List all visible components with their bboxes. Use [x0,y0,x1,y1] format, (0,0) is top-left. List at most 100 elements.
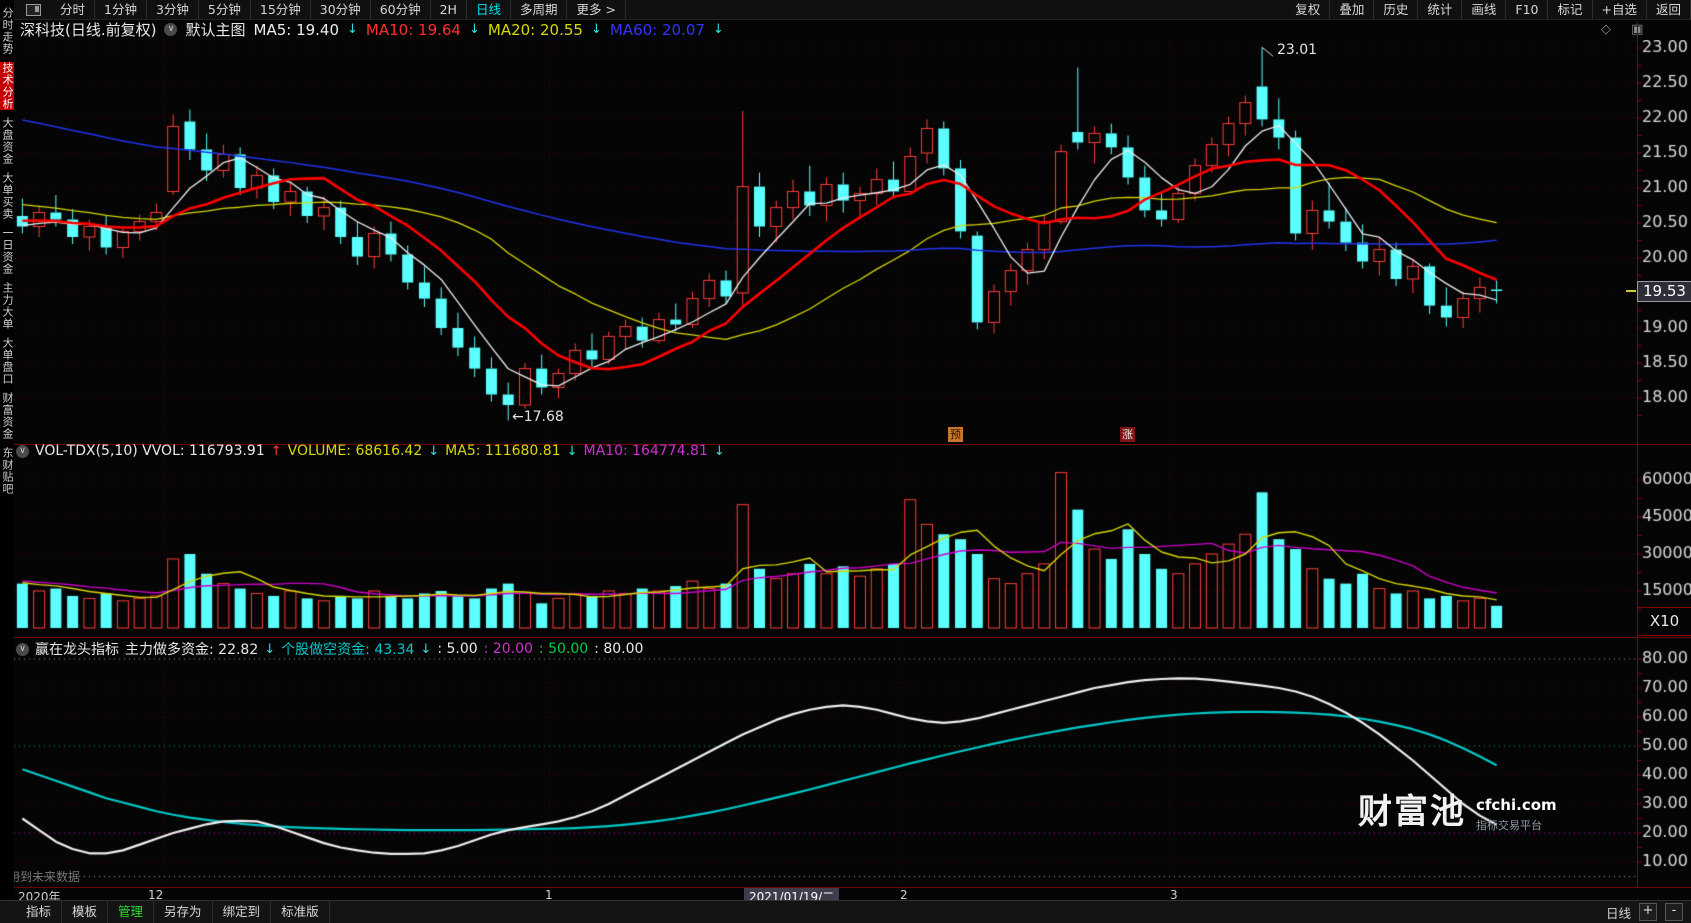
time-label-feb: 2 [900,888,908,902]
sidebar-item-dapanzijin[interactable]: 大盘资金 [1,117,14,165]
tab-more[interactable]: 更多 > [567,0,626,19]
tool-f10[interactable]: F10 [1506,0,1549,19]
signal-badge-zhang[interactable]: 涨 [1120,427,1135,442]
ma20-down-arrow-icon: ↓ [590,22,602,37]
vvol-up-arrow-icon: ↑ [270,443,282,459]
time-label-dec: 12 [148,888,164,902]
vol-ma5-down-arrow-icon: ↓ [566,443,578,459]
bottom-period-label: 日线 [1605,905,1631,921]
tab-2h[interactable]: 2H [431,0,467,19]
short-down-arrow-icon: ↓ [420,641,432,657]
ma10-value: MA10: 19.64 [365,20,461,39]
ma5-down-arrow-icon: ↓ [347,22,358,37]
threshold-80: : 80.00 [594,641,644,657]
indicator-chart[interactable] [0,637,1691,887]
indicator-title: 赢在龙头指标 [35,642,119,658]
main-candlestick-chart[interactable] [0,40,1691,444]
vol-ma10-down-arrow-icon: ↓ [713,443,725,459]
sidebar-item-jishufenxi[interactable]: 技术分析 [0,62,14,110]
vol-title: VOL-TDX(5,10) VVOL: 116793.91 [35,443,265,459]
vol-volume-value: VOLUME: 68616.42 [287,443,423,459]
volume-panel-header: ∨ VOL-TDX(5,10) VVOL: 116793.91 ↑ VOLUME:… [16,443,725,459]
tab-60min[interactable]: 60分钟 [371,0,431,19]
watermark-brand: 财富池 [1358,792,1466,832]
bottom-tab-manage[interactable]: 管理 [108,901,155,923]
threshold-5: : 5.00 [437,641,478,657]
ma60-value: MA60: 20.07 [609,20,705,39]
volume-down-arrow-icon: ↓ [428,443,440,459]
tool-history[interactable]: 历史 [1374,0,1419,19]
tab-multi-period[interactable]: 多周期 [511,0,568,19]
panel-separator [0,637,1691,638]
threshold-50: : 50.00 [538,641,589,657]
low-annotation: ←17.68 [512,409,564,425]
tab-5min[interactable]: 5分钟 [199,0,251,19]
watermark: 财富池 cfchi.com 指标交易平台 [1358,792,1557,833]
last-price-tick [1626,290,1636,292]
tool-overlay[interactable]: 叠加 [1330,0,1375,19]
bottom-tab-bind[interactable]: 绑定到 [213,901,272,923]
sidebar-item-dadanmaimai[interactable]: 大单买卖 [1,172,14,220]
ma60-down-arrow-icon: ↓ [712,22,724,37]
collapse-volume-icon[interactable]: ∨ [16,444,29,458]
ma20-value: MA20: 20.55 [487,20,583,39]
volume-unit-label: X10 [1637,607,1691,636]
future-data-note: 用到未来数据 [8,870,81,884]
sidebar-item-dadanpankou[interactable]: 大单盘口 [1,337,14,385]
symbol-title: 深科技(日线.前复权) [20,21,157,39]
ma10-down-arrow-icon: ↓ [468,22,480,37]
tool-mark[interactable]: 标记 [1548,0,1593,19]
bottom-tab-standard[interactable]: 标准版 [271,901,330,923]
window-icon[interactable] [26,3,41,16]
sidebar-item-yirizijin[interactable]: 一日资金 [1,227,14,275]
zoom-out-button[interactable]: - [1665,903,1683,921]
sidebar-item-zhulidadan[interactable]: 主力大单 [1,282,14,330]
collapse-main-icon[interactable]: ∨ [164,23,178,36]
tab-3min[interactable]: 3分钟 [147,0,199,19]
sidebar-item-caifuzijin[interactable]: 财富资金 [1,392,14,440]
current-price-badge: 19.53 [1637,281,1691,302]
watermark-domain: cfchi.com [1476,796,1557,814]
tool-drawline[interactable]: 画线 [1462,0,1507,19]
ma5-value: MA5: 19.40 [253,20,340,39]
tool-fuquan[interactable]: 复权 [1286,0,1331,19]
panel-separator [0,887,1691,888]
tab-1min[interactable]: 1分钟 [95,0,147,19]
title-corner-icons[interactable]: ◇ ▣ [1601,22,1652,37]
collapse-indicator-icon[interactable]: ∨ [16,642,29,656]
tab-15min[interactable]: 15分钟 [251,0,311,19]
toolbar-spacer [626,0,1286,19]
watermark-tagline: 指标交易平台 [1476,819,1542,832]
tool-add-watchlist[interactable]: +自选 [1593,0,1647,19]
tool-stats[interactable]: 统计 [1418,0,1463,19]
bottom-tab-saveas[interactable]: 另存为 [154,901,213,923]
zoom-in-button[interactable]: + [1639,903,1657,921]
tab-daily[interactable]: 日线 [467,0,511,19]
tool-back[interactable]: 返回 [1647,0,1691,19]
short-fund-value: 个股做空资金: 43.34 [281,642,415,658]
price-axis-line [1637,22,1638,888]
high-annotation: 23.01 [1277,42,1318,58]
tab-30min[interactable]: 30分钟 [311,0,371,19]
time-label-jan: 1 [545,888,553,902]
left-sidebar: 分时走势 技术分析 大盘资金 大单买卖 一日资金 主力大单 大单盘口 财富资金 … [0,0,14,898]
long-down-arrow-icon: ↓ [264,641,276,657]
volume-chart[interactable] [0,444,1691,637]
indicator-panel-header: ∨ 赢在龙头指标 主力做多资金: 22.82 ↓ 个股做空资金: 43.34 ↓ :… [16,639,643,659]
bottom-tab-indicator[interactable]: 指标 [16,901,63,923]
chart-title-row: 深科技(日线.前复权) ∨ 默认主图 MA5: 19.40 ↓ MA10: 19.… [14,19,1691,40]
signal-badge-yu[interactable]: 预 [948,427,963,442]
time-axis: 2020年 12 1 2021/01/19/二 2 3 [0,888,1691,905]
vol-ma10-value: MA10: 164774.81 [583,443,708,459]
threshold-20: : 20.00 [483,641,533,657]
tab-fenshi[interactable]: 分时 [51,0,96,19]
long-fund-value: 主力做多资金: 22.82 [125,642,259,658]
panel-separator [0,444,1691,445]
bottom-toolbar: 指标 模板 管理 另存为 绑定到 标准版 日线 + - [0,900,1691,923]
bottom-tab-template[interactable]: 模板 [62,901,109,923]
sidebar-item-dongcaitieba[interactable]: 东财贴吧 [1,447,14,495]
time-label-mar: 3 [1170,888,1178,902]
main-overlay-label[interactable]: 默认主图 [185,21,246,39]
sidebar-item-fenshizoushi[interactable]: 分时走势 [1,7,14,55]
